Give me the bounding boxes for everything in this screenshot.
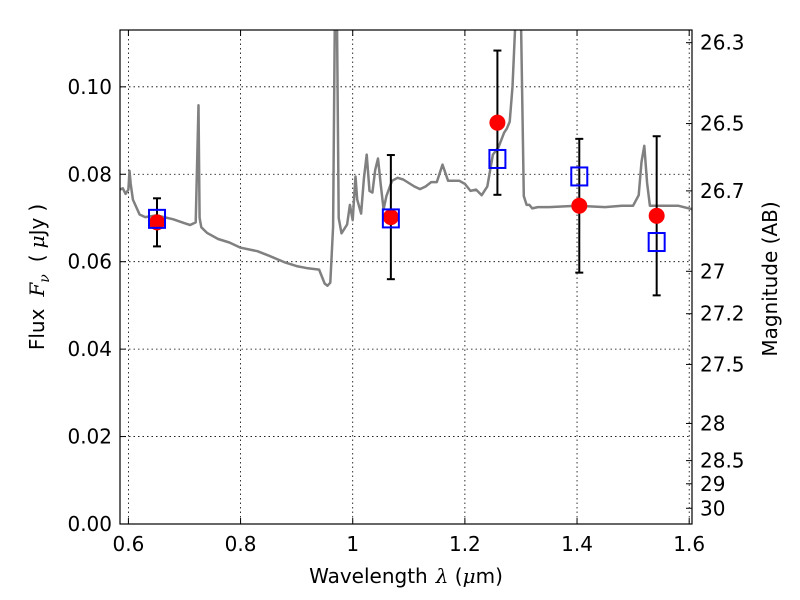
observed-point — [571, 197, 588, 214]
model-point — [647, 232, 666, 253]
model-point — [148, 208, 167, 229]
plot-frame — [119, 29, 693, 525]
x-tick-label: 0.6 — [113, 532, 145, 556]
observed-point — [489, 114, 506, 131]
y-axis-label: FluxFν(μJy) — [25, 204, 53, 350]
model-points — [148, 148, 666, 253]
x-tick-label: 1.4 — [561, 532, 593, 556]
right-tick-label: 27 — [700, 259, 725, 283]
grid — [120, 30, 692, 525]
right-tick-label: 29 — [700, 472, 725, 496]
right-tick-label: 30 — [700, 496, 725, 520]
right-tick-label: 28 — [700, 411, 725, 435]
right-tick-label: 26.5 — [700, 112, 745, 136]
right-tick-label: 26.7 — [700, 179, 745, 203]
model-point — [488, 148, 507, 169]
y-tick-label: 0.02 — [67, 425, 112, 449]
observed-points — [149, 114, 665, 231]
model-point — [381, 208, 400, 229]
y-tick-label: 0.06 — [67, 250, 112, 274]
right-tick-label: 27.2 — [700, 302, 745, 326]
model-point — [570, 166, 589, 187]
y-tick-label: 0.08 — [67, 162, 112, 186]
x-tick-label: 1.6 — [673, 532, 705, 556]
axis-ticks: 0.6 0.8 1 1.2 1.4 1.6 0.00 0.02 0.04 0.06 0.08 0.10… — [67, 30, 745, 556]
observed-point — [648, 207, 665, 224]
y-tick-label: 0.04 — [67, 337, 112, 361]
error-bars — [153, 49, 661, 297]
model-spectrum-line — [120, 30, 692, 287]
x-axis-label: Wavelength λ (μm) — [309, 564, 503, 588]
x-tick-label: 1 — [346, 532, 359, 556]
observed-point — [149, 214, 166, 231]
plot-series — [120, 30, 692, 297]
y-tick-label: 0.00 — [67, 512, 112, 536]
right-axis-label: Magnitude (AB) — [758, 201, 782, 356]
right-tick-label: 26.3 — [700, 31, 745, 55]
x-tick-label: 1.2 — [449, 532, 481, 556]
right-tick-label: 27.5 — [700, 352, 745, 376]
observed-point — [382, 209, 399, 226]
right-tick-label: 28.5 — [700, 449, 745, 473]
x-tick-label: 0.8 — [225, 532, 257, 556]
y-tick-label: 0.10 — [67, 75, 112, 99]
